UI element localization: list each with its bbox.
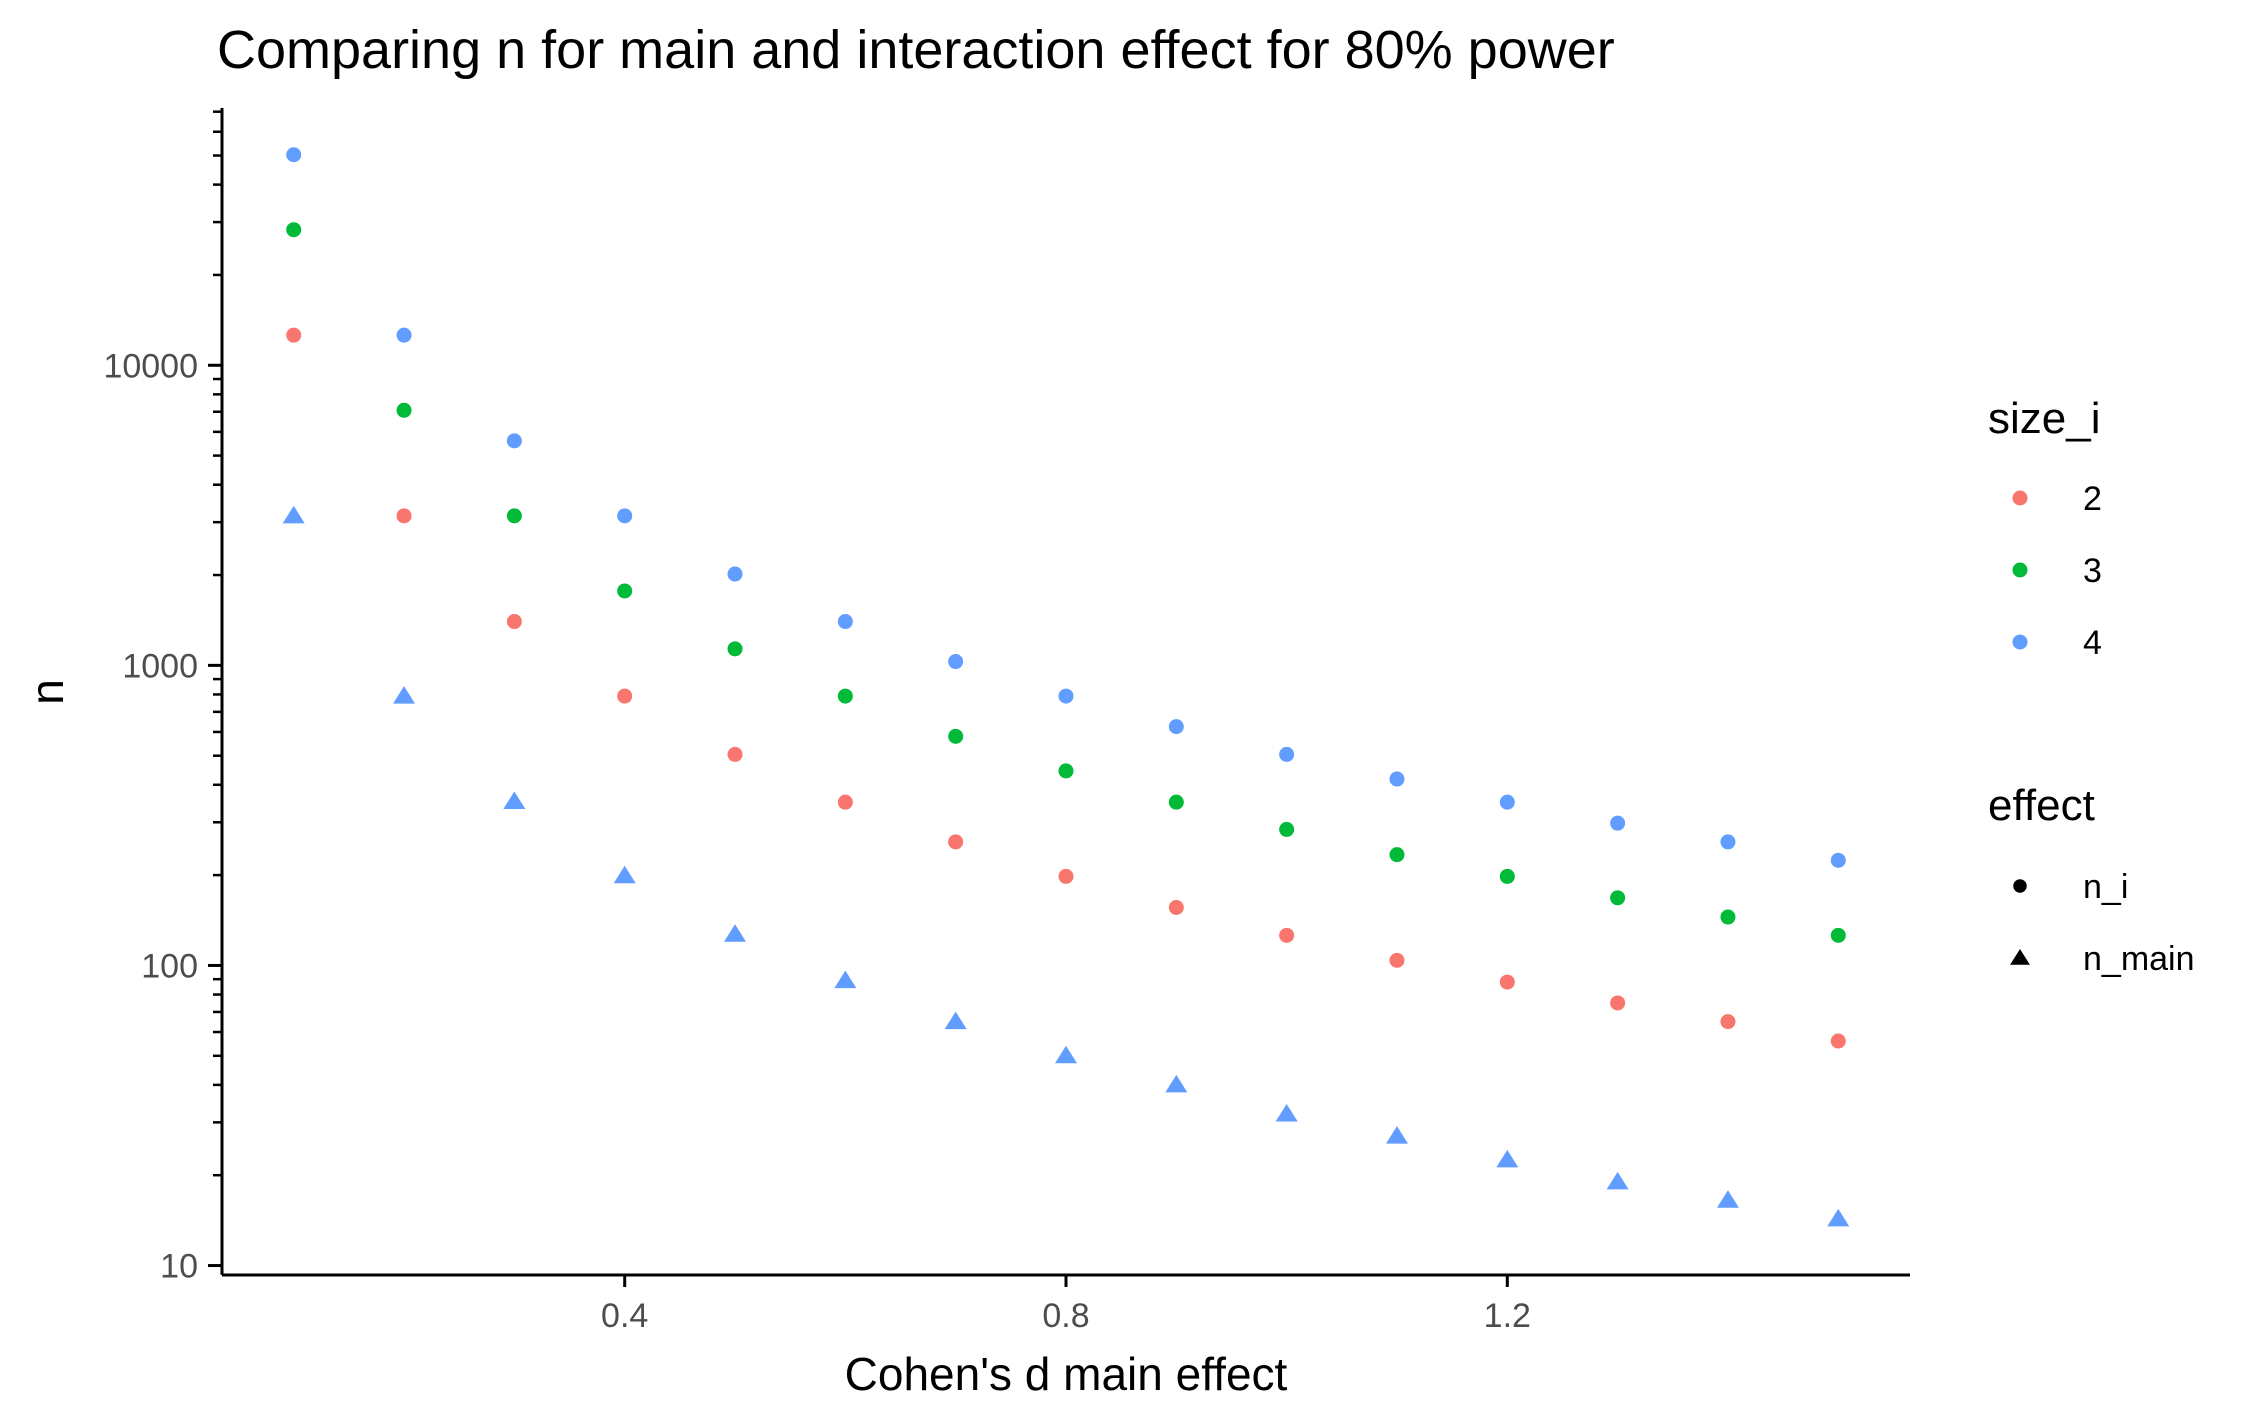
circle-point-size3 xyxy=(1720,909,1736,925)
circle-point-size4 xyxy=(727,566,743,582)
circle-point-size2 xyxy=(396,508,412,524)
triangle-point-size4 xyxy=(1275,1103,1298,1122)
triangle-point-size4 xyxy=(393,686,416,704)
circle-point-size4 xyxy=(1058,688,1074,704)
circle-point-size3 xyxy=(948,728,964,744)
circle-point-size2 xyxy=(1610,995,1626,1011)
circle-point-size4 xyxy=(1279,746,1295,762)
legend-shape-entries: n_i n_main xyxy=(2010,868,2195,978)
circle-point-size2 xyxy=(1168,899,1184,915)
y-tick-label: 10 xyxy=(160,1248,198,1286)
circle-point-size4 xyxy=(948,654,964,670)
circle-point-size4 xyxy=(1830,852,1846,868)
legend-color-key xyxy=(2012,490,2028,506)
legend-color-title: size_i xyxy=(1988,394,2101,443)
circle-point-size4 xyxy=(1499,794,1515,810)
legend-shape-label: n_main xyxy=(2083,940,2195,978)
circle-point-size2 xyxy=(1058,868,1074,884)
legend-color-label: 2 xyxy=(2083,480,2102,518)
triangle-point-size4 xyxy=(1606,1171,1629,1190)
circle-point-size4 xyxy=(1389,771,1405,787)
x-axis: 0.4 0.8 1.2 xyxy=(222,1273,1910,1335)
legend-color-label: 3 xyxy=(2083,552,2102,590)
circle-point-size3 xyxy=(727,641,743,657)
legend-shape-key xyxy=(2013,879,2027,893)
x-tick-label: 0.8 xyxy=(1042,1297,1089,1335)
y-tick-label: 1000 xyxy=(122,647,198,685)
legend-shape-title: effect xyxy=(1988,781,2095,830)
circle-point-size3 xyxy=(286,222,302,238)
triangle-point-size4 xyxy=(834,970,857,989)
legend-shape-key xyxy=(2010,949,2030,965)
circle-point-size2 xyxy=(948,834,964,850)
circle-point-size3 xyxy=(396,402,412,418)
triangle-point-size4 xyxy=(1827,1208,1850,1227)
circle-point-size3 xyxy=(1168,794,1184,810)
circle-point-size4 xyxy=(617,508,633,524)
circle-point-size4 xyxy=(286,147,302,163)
legend-color-label: 4 xyxy=(2083,624,2102,662)
circle-point-size4 xyxy=(396,327,412,343)
circle-point-size3 xyxy=(506,508,522,524)
chart-title: Comparing n for main and interaction eff… xyxy=(217,20,1615,80)
triangle-point-size4 xyxy=(613,865,636,884)
circle-point-size2 xyxy=(286,327,302,343)
triangle-point-size4 xyxy=(1716,1190,1739,1208)
circle-point-size4 xyxy=(506,433,522,449)
y-axis-title: n xyxy=(21,679,73,705)
y-tick-label: 100 xyxy=(141,947,198,985)
circle-point-size4 xyxy=(837,614,853,630)
circle-point-size2 xyxy=(727,746,743,762)
circle-point-size3 xyxy=(1830,927,1846,943)
legend-shape-label: n_i xyxy=(2083,868,2128,906)
circle-point-size2 xyxy=(1830,1033,1846,1049)
legend-color-entries: 2 3 4 xyxy=(2012,480,2102,662)
triangle-point-size4 xyxy=(724,924,747,942)
circle-point-size2 xyxy=(1389,952,1405,968)
x-axis-title: Cohen's d main effect xyxy=(845,1348,1288,1400)
circle-point-size3 xyxy=(1279,821,1295,837)
y-tick-label: 10000 xyxy=(103,347,198,385)
circle-point-size4 xyxy=(1610,815,1626,831)
triangle-point-size4 xyxy=(944,1011,967,1030)
triangle-point-size4 xyxy=(282,505,305,524)
triangle-point-size4 xyxy=(1385,1126,1408,1144)
x-tick-label: 0.4 xyxy=(601,1297,648,1335)
circle-point-size2 xyxy=(506,614,522,630)
triangle-point-size4 xyxy=(1496,1149,1519,1168)
data-points xyxy=(282,147,1850,1227)
y-axis: 10 100 1000 10000 xyxy=(103,108,224,1286)
legend-color-key xyxy=(2012,634,2028,650)
circle-point-size2 xyxy=(1720,1014,1736,1030)
circle-point-size4 xyxy=(1168,719,1184,735)
circle-point-size2 xyxy=(1279,927,1295,943)
circle-point-size2 xyxy=(1499,974,1515,990)
legend: size_i 2 3 4 effect n_i n_main xyxy=(1988,394,2195,978)
circle-point-size3 xyxy=(1058,763,1074,779)
circle-point-size2 xyxy=(837,794,853,810)
x-tick-label: 1.2 xyxy=(1484,1297,1531,1335)
circle-point-size3 xyxy=(1389,847,1405,863)
triangle-point-size4 xyxy=(1055,1045,1077,1064)
circle-point-size3 xyxy=(837,688,853,704)
circle-point-size3 xyxy=(1499,868,1515,884)
circle-point-size3 xyxy=(1610,890,1626,906)
legend-color-key xyxy=(2012,562,2028,578)
triangle-point-size4 xyxy=(1165,1074,1188,1093)
circle-point-size2 xyxy=(617,688,633,704)
triangle-point-size4 xyxy=(503,791,526,809)
circle-point-size3 xyxy=(617,583,633,599)
circle-point-size4 xyxy=(1720,834,1736,850)
